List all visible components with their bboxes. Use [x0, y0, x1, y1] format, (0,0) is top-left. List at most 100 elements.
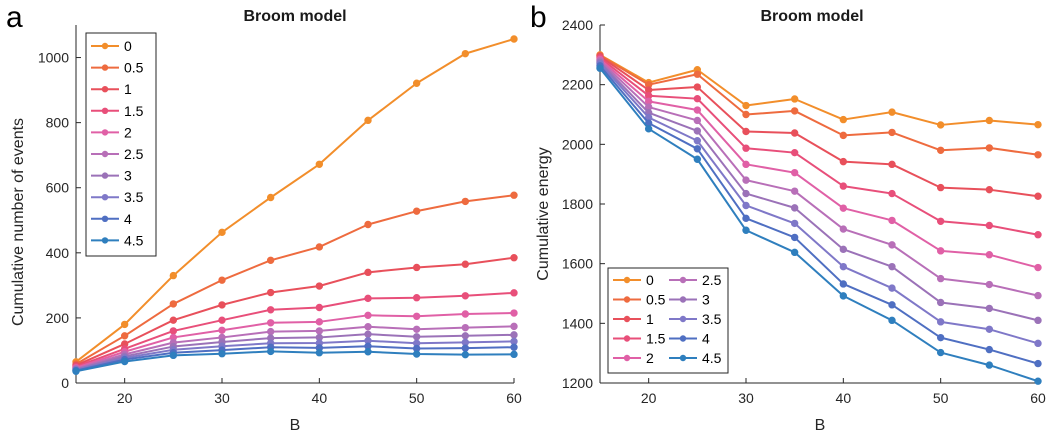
chart-b-title: Broom model: [760, 8, 863, 25]
chart-b-point-4.5: [936, 348, 945, 357]
chart-b-series-line-1.5: [599, 57, 1039, 236]
chart-b-point-2.5: [839, 225, 848, 233]
chart-b-point-1: [790, 129, 799, 137]
chart-b-xtick-label: 40: [836, 390, 852, 406]
chart-a-point-4: [461, 344, 470, 352]
chart-a-point-2: [315, 318, 324, 326]
chart-a-point-4.5: [510, 350, 518, 359]
chart-a-ytick-label: 200: [46, 310, 70, 326]
chart-b-point-2: [936, 247, 945, 255]
chart-a-legend-marker-2.5: [101, 150, 109, 158]
chart-a-point-1.5: [364, 294, 372, 303]
chart-a-legend-label-2: 2: [124, 124, 132, 140]
chart-a-series-line-0: [75, 38, 515, 363]
chart-b-point-0.5: [1034, 151, 1042, 159]
chart-a-point-2: [266, 319, 275, 327]
chart-b-point-1.5: [742, 144, 750, 152]
chart-a-point-0: [364, 116, 372, 125]
chart-b-series-line-2: [599, 58, 1039, 269]
chart-b-point-4: [936, 333, 945, 342]
chart-a-legend-marker-0: [101, 42, 109, 50]
chart-b-ytick-label: 2000: [562, 136, 593, 152]
chart-a-point-2: [218, 326, 226, 334]
chart-b-legend-marker-1: [623, 315, 631, 323]
chart-b-point-4.5: [790, 248, 799, 257]
chart-a-point-2.5: [412, 325, 421, 333]
chart-b-point-0.5: [839, 131, 848, 140]
chart-b-point-4: [985, 345, 994, 354]
chart-a-ylabel: Cumulative number of events: [10, 118, 27, 326]
chart-a-point-3: [364, 330, 372, 338]
chart-a-point-1.5: [266, 306, 275, 314]
chart-a-point-1: [461, 260, 470, 268]
chart-b-point-1.5: [888, 189, 896, 198]
chart-b-point-3.5: [693, 137, 702, 145]
chart-b-ytick-label: 1800: [562, 196, 593, 212]
chart-b-point-3: [936, 298, 945, 307]
chart-b-point-2: [693, 106, 702, 114]
chart-a-legend-label-3.5: 3.5: [124, 189, 144, 205]
chart-b-legend-label-4: 4: [702, 331, 710, 347]
chart-b-point-0.5: [742, 110, 750, 119]
chart-b-point-4: [790, 233, 799, 242]
chart-b-legend-marker-2: [623, 354, 631, 362]
chart-b-point-1.5: [1034, 231, 1042, 239]
chart-b-series: [596, 51, 1042, 385]
chart-a-events: Broom model B Cumulative number of event…: [10, 8, 522, 434]
chart-b-point-2.5: [936, 274, 945, 283]
chart-a-point-0: [218, 228, 226, 237]
chart-b-point-4.5: [839, 292, 848, 300]
chart-b-point-2.5: [985, 280, 994, 289]
chart-b-point-1.5: [693, 94, 702, 103]
chart-b-point-2: [1034, 263, 1042, 272]
chart-b-legend-label-3: 3: [702, 292, 710, 308]
chart-b-legend-label-1.5: 1.5: [646, 331, 666, 347]
chart-a-ytick-label: 800: [46, 115, 70, 131]
chart-a-point-1.5: [510, 289, 518, 297]
chart-a-point-1: [510, 254, 518, 262]
chart-a-series: [72, 35, 518, 375]
chart-a-point-1: [218, 301, 226, 309]
chart-a-point-2.5: [315, 327, 324, 335]
chart-a-point-2: [412, 312, 421, 320]
chart-a-series-line-1: [75, 256, 515, 367]
chart-a-point-0.5: [315, 243, 324, 251]
chart-b-legend-marker-2.5: [679, 276, 687, 284]
panel-label-a: a: [6, 1, 23, 34]
chart-b-point-0: [936, 121, 945, 129]
chart-a-point-2.5: [266, 327, 275, 336]
chart-a-point-0: [120, 320, 129, 329]
chart-a-legend-marker-4: [101, 215, 109, 222]
chart-a-point-4.5: [72, 367, 80, 375]
chart-b-ytick-label: 1400: [562, 315, 593, 331]
chart-b-point-2.5: [742, 176, 750, 184]
chart-a-point-1: [315, 282, 324, 290]
chart-b-point-1: [693, 83, 702, 91]
chart-b-point-3.5: [790, 219, 799, 228]
chart-b-point-2.5: [693, 116, 702, 125]
chart-b-point-3.5: [936, 318, 945, 326]
chart-b-point-2: [839, 204, 848, 212]
chart-b-point-2.5: [1034, 291, 1042, 300]
chart-a-point-0.5: [120, 332, 129, 340]
chart-b-legend-marker-3.5: [679, 315, 687, 323]
chart-b-series-line-1: [599, 55, 1039, 198]
chart-a-point-0.5: [169, 300, 178, 308]
chart-b-legend-label-0: 0: [646, 272, 654, 288]
chart-a-point-1.5: [315, 303, 324, 312]
chart-a-point-4.5: [120, 357, 129, 366]
chart-a-point-0.5: [364, 220, 372, 229]
chart-b-point-0.5: [888, 128, 896, 137]
chart-a-ytick-label: 0: [61, 375, 69, 391]
chart-b-point-4: [693, 145, 702, 153]
chart-b-point-3.5: [888, 284, 896, 292]
chart-b-point-3: [790, 204, 799, 212]
chart-a-legend-marker-4.5: [101, 237, 109, 244]
chart-a-axes: [75, 25, 514, 384]
chart-b-ylabel: Cumulative energy: [535, 147, 552, 280]
chart-b-point-4: [839, 280, 848, 288]
chart-a-point-2: [510, 309, 518, 317]
chart-a-point-4.5: [218, 350, 226, 358]
chart-b-xtick-label: 60: [1030, 390, 1046, 406]
chart-b-point-1: [985, 185, 994, 194]
